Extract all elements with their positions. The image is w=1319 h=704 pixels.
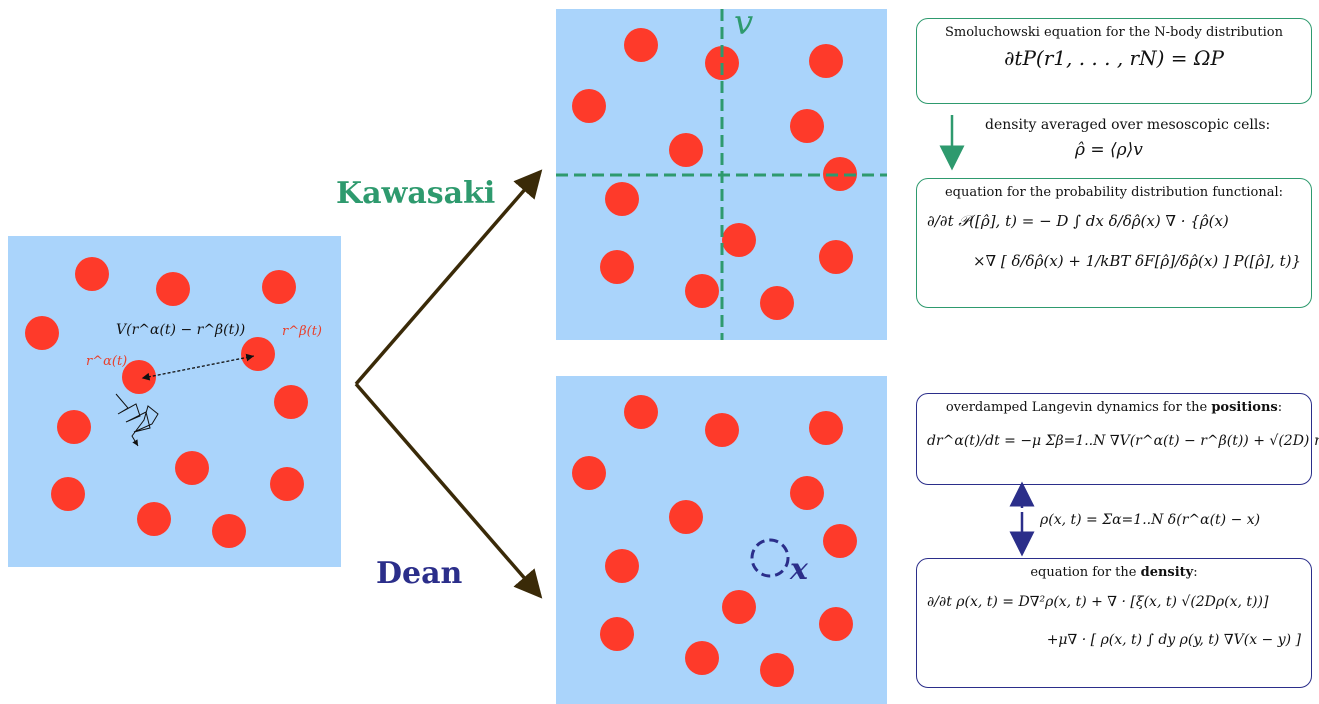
particles — [25, 257, 308, 548]
langevin-box: overdamped Langevin dynamics for the pos… — [916, 393, 1319, 485]
particle — [790, 109, 824, 143]
particle — [669, 500, 703, 534]
functional-equation-line1: ∂/∂t 𝒫([ρ̂], t) = − D ∫ dx δ/δρ̂(x) ∇ · … — [927, 212, 1229, 230]
particle — [809, 411, 843, 445]
particle — [262, 270, 296, 304]
dean-equation-box: equation for the density: ∂/∂t ρ(x, t) =… — [916, 558, 1312, 688]
dean-panel-svg — [572, 395, 857, 687]
dean-label: Dean — [376, 556, 463, 591]
particle — [600, 250, 634, 284]
r-beta-label: r^β(t) — [282, 324, 322, 339]
dean-panel: x — [556, 376, 887, 704]
arrow-to-kawasaki — [354, 169, 543, 386]
particle — [823, 524, 857, 558]
particle — [760, 286, 794, 320]
smoluchowski-box: Smoluchowski equation for the N-body dis… — [916, 18, 1312, 104]
particle — [25, 316, 59, 350]
particle — [819, 240, 853, 274]
particle — [212, 514, 246, 548]
langevin-equation: dr^α(t)/dt = −μ Σβ=1..N ∇V(r^α(t) − r^β(… — [927, 433, 1319, 449]
functional-title: equation for the probability distributio… — [944, 185, 1284, 200]
particle — [605, 549, 639, 583]
dean-equation-line2: +μ∇ · [ ρ(x, t) ∫ dy ρ(y, t) ∇V(x − y) ] — [1046, 632, 1301, 648]
particle — [175, 451, 209, 485]
particle — [669, 133, 703, 167]
langevin-title-suffix: : — [1277, 400, 1283, 415]
particle — [705, 413, 739, 447]
probe-label-x: x — [790, 552, 808, 587]
particle — [823, 157, 857, 191]
kawasaki-panel: v — [556, 3, 887, 340]
pair-distance-arrow — [141, 353, 255, 381]
smoluchowski-title: Smoluchowski equation for the N-body dis… — [944, 25, 1284, 40]
particle — [605, 182, 639, 216]
particle — [809, 44, 843, 78]
brownian-trajectory — [115, 393, 159, 447]
langevin-title-bold: positions — [1211, 400, 1278, 415]
particle — [760, 653, 794, 687]
probe-point-circle — [750, 538, 790, 578]
kawasaki-label: Kawasaki — [336, 176, 496, 211]
dean-equation-line1: ∂/∂t ρ(x, t) = D∇²ρ(x, t) + ∇ · [ξ(x, t)… — [927, 594, 1269, 610]
density-title-suffix: : — [1193, 565, 1198, 580]
cell-label-v: v — [734, 3, 754, 43]
functional-equation-line2: ×∇ [ δ/δρ̂(x) + 1/kBT δF[ρ̂]/δρ̂(x) ] P(… — [973, 252, 1301, 270]
particle — [624, 28, 658, 62]
particle — [600, 617, 634, 651]
particle — [722, 590, 756, 624]
langevin-title-prefix: overdamped Langevin dynamics for the — [945, 400, 1212, 415]
particles — [572, 28, 857, 320]
density-definition: ρ(x, t) = Σα=1..N δ(r^α(t) − x) — [1040, 512, 1261, 528]
r-alpha-label: r^α(t) — [86, 354, 128, 369]
particle — [572, 89, 606, 123]
particle — [75, 257, 109, 291]
functional-box: equation for the probability distributio… — [916, 178, 1312, 308]
particle — [270, 467, 304, 501]
particles — [572, 395, 857, 687]
particle — [51, 477, 85, 511]
smoluchowski-equation: ∂tP(r1, . . . , rN) = ΩP — [1004, 46, 1224, 70]
particle — [57, 410, 91, 444]
pair-potential-label: V(r^α(t) − r^β(t)) — [116, 322, 246, 338]
langevin-title: overdamped Langevin dynamics for the pos… — [927, 400, 1301, 415]
particle — [137, 502, 171, 536]
density-title-bold: density — [1140, 565, 1194, 580]
kawasaki-panel-svg — [556, 9, 887, 340]
particle — [572, 456, 606, 490]
left-panel-svg — [25, 257, 308, 548]
particle — [156, 272, 190, 306]
particle — [819, 607, 853, 641]
particle — [685, 641, 719, 675]
coarse-graining-equation: ρ̂ = ⟨ρ⟩v — [1075, 140, 1143, 160]
particle — [274, 385, 308, 419]
left-panel: V(r^α(t) − r^β(t)) r^α(t) r^β(t) — [8, 236, 341, 567]
particle — [790, 476, 824, 510]
coarse-graining-text: density averaged over mesoscopic cells: — [985, 117, 1271, 133]
density-title: equation for the density: — [927, 565, 1301, 580]
particle — [624, 395, 658, 429]
particle — [722, 223, 756, 257]
particle — [685, 274, 719, 308]
arrow-to-dean — [354, 382, 543, 599]
density-title-prefix: equation for the — [1030, 565, 1141, 580]
